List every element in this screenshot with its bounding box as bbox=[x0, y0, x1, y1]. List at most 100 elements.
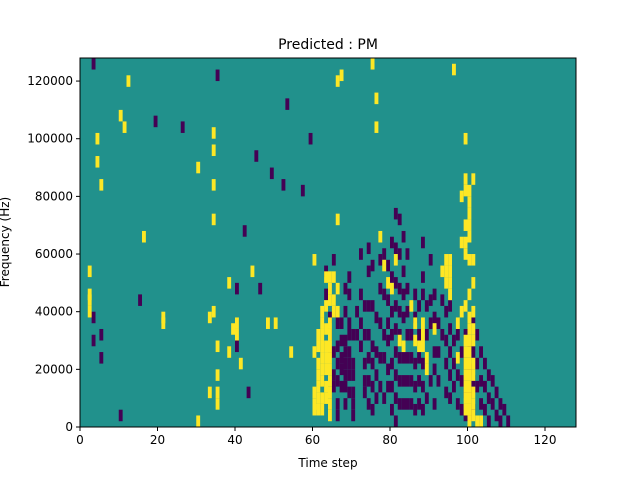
heatmap-cell-low bbox=[351, 328, 356, 341]
heatmap-cell-low bbox=[386, 259, 391, 272]
heatmap-cell-low bbox=[351, 386, 356, 399]
heatmap-cell-high bbox=[235, 328, 239, 341]
heatmap-cell-low bbox=[343, 305, 348, 318]
heatmap-cell-high bbox=[211, 213, 216, 226]
heatmap-cell-high bbox=[393, 254, 398, 266]
heatmap-cell-high bbox=[440, 265, 445, 278]
heatmap-cell-low bbox=[366, 242, 371, 255]
y-tick-label: 120000 bbox=[27, 74, 73, 88]
x-tick-label: 60 bbox=[305, 433, 320, 447]
heatmap-cell-low bbox=[91, 334, 96, 347]
heatmap-cell-high bbox=[417, 340, 422, 353]
heatmap-cell-low bbox=[335, 375, 340, 387]
heatmap-cell-high bbox=[320, 363, 325, 376]
plot-area bbox=[80, 58, 576, 427]
heatmap-cell-low bbox=[335, 398, 340, 410]
heatmap-cell-high bbox=[320, 305, 325, 318]
heatmap-cell-high bbox=[463, 300, 468, 312]
heatmap-cell-high bbox=[335, 282, 340, 295]
heatmap-cell-high bbox=[324, 323, 329, 335]
heatmap-cell-low bbox=[370, 340, 375, 353]
heatmap-cell-high bbox=[316, 392, 321, 404]
heatmap-cell-low bbox=[99, 352, 104, 364]
heatmap-cell-low bbox=[362, 300, 367, 312]
heatmap-cell-high bbox=[401, 340, 406, 353]
heatmap-cell-high bbox=[324, 392, 329, 404]
heatmap-cell-low bbox=[393, 300, 398, 312]
heatmap-cell-low bbox=[452, 334, 456, 347]
heatmap-cell-high bbox=[409, 300, 414, 312]
heatmap-cell-high bbox=[452, 63, 456, 76]
heatmap-cell-low bbox=[335, 340, 340, 353]
heatmap-cell-low bbox=[258, 282, 263, 295]
heatmap-cell-low bbox=[401, 288, 406, 301]
heatmap-cell-low bbox=[308, 132, 313, 145]
heatmap-cell-high bbox=[471, 398, 476, 410]
y-axis-label: Frequency (Hz) bbox=[0, 197, 12, 288]
heatmap-cell-high bbox=[324, 271, 329, 283]
heatmap-cell-low bbox=[359, 340, 363, 353]
x-tick-label: 40 bbox=[227, 433, 242, 447]
heatmap-cell-low bbox=[424, 392, 429, 404]
heatmap-cell-low bbox=[351, 398, 356, 410]
heatmap-cell-low bbox=[475, 328, 480, 341]
heatmap-cell-low bbox=[432, 346, 437, 358]
heatmap-cell-low bbox=[405, 352, 410, 364]
heatmap-cell-low bbox=[246, 386, 251, 399]
heatmap-cell-high bbox=[215, 369, 220, 381]
heatmap-cell-high bbox=[215, 398, 220, 410]
heatmap-cell-high bbox=[467, 288, 472, 301]
heatmap-cell-low bbox=[366, 328, 371, 341]
heatmap-cell-low bbox=[374, 369, 379, 381]
heatmap-cell-low bbox=[366, 375, 371, 387]
heatmap-cell-high bbox=[463, 380, 468, 393]
heatmap-cell-high bbox=[471, 386, 476, 399]
heatmap-cell-low bbox=[355, 328, 360, 341]
heatmap-cell-low bbox=[393, 207, 398, 220]
heatmap-cell-low bbox=[347, 271, 352, 283]
heatmap-cell-low bbox=[401, 311, 406, 324]
heatmap-cell-high bbox=[320, 403, 325, 416]
heatmap-cell-low bbox=[401, 265, 406, 278]
heatmap-cell-low bbox=[393, 415, 398, 427]
heatmap-cell-low bbox=[471, 375, 476, 387]
heatmap-cell-high bbox=[421, 340, 425, 353]
heatmap-cell-high bbox=[215, 340, 220, 353]
x-tick-label: 20 bbox=[150, 433, 165, 447]
heatmap-cell-low bbox=[378, 254, 383, 266]
heatmap-cell-high bbox=[316, 328, 321, 341]
heatmap-cell-low bbox=[405, 282, 410, 295]
heatmap-cell-high bbox=[467, 392, 472, 404]
heatmap-cell-low bbox=[285, 98, 290, 110]
heatmap-cell-high bbox=[328, 363, 332, 376]
heatmap-cell-high bbox=[467, 369, 472, 381]
heatmap-cell-low bbox=[475, 380, 480, 393]
heatmap-cell-low bbox=[444, 386, 449, 399]
heatmap-cell-low bbox=[401, 230, 406, 243]
heatmap-cell-high bbox=[463, 173, 468, 185]
heatmap-cell-low bbox=[459, 375, 464, 387]
heatmap-cell-low bbox=[300, 184, 305, 197]
heatmap-cell-low bbox=[428, 254, 433, 266]
heatmap-cell-low bbox=[91, 311, 96, 324]
heatmap-cell-high bbox=[374, 121, 379, 133]
heatmap-cell-low bbox=[390, 236, 394, 249]
heatmap-cell-low bbox=[390, 380, 394, 393]
heatmap-cell-low bbox=[405, 375, 410, 387]
heatmap-cell-high bbox=[126, 75, 131, 87]
heatmap-cell-high bbox=[463, 403, 468, 416]
heatmap-cell-low bbox=[448, 346, 453, 358]
heatmap-cell-low bbox=[339, 352, 344, 364]
heatmap-cell-low bbox=[409, 375, 414, 387]
heatmap-cell-high bbox=[227, 277, 232, 289]
heatmap-cell-high bbox=[87, 294, 92, 306]
heatmap-cell-high bbox=[312, 346, 317, 358]
heatmap-cell-low bbox=[390, 403, 394, 416]
heatmap-cell-low bbox=[421, 236, 425, 249]
heatmap-cell-low bbox=[413, 403, 418, 416]
heatmap-cell-low bbox=[370, 259, 375, 272]
heatmap-cell-low bbox=[405, 398, 410, 410]
heatmap-cell-low bbox=[335, 357, 340, 370]
heatmap-cell-low bbox=[486, 392, 491, 404]
heatmap-cell-low bbox=[397, 328, 402, 341]
